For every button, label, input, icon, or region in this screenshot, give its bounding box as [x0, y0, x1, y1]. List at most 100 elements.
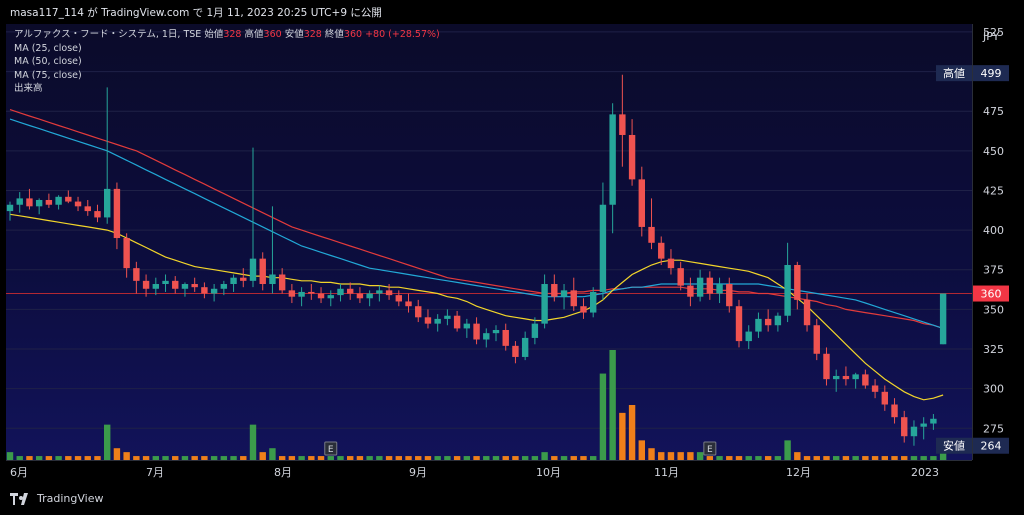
volume-bar	[735, 456, 743, 460]
candle	[794, 261, 801, 310]
candle-body	[230, 277, 237, 285]
volume-bar	[881, 456, 888, 460]
candle	[551, 274, 558, 302]
candle-body	[521, 337, 529, 357]
candle	[55, 195, 62, 210]
candle-body	[687, 285, 694, 297]
candle-body	[541, 284, 548, 324]
candle	[531, 317, 539, 345]
candle-body	[415, 306, 422, 318]
candle	[347, 282, 354, 300]
earnings-marker-label: E	[328, 445, 334, 455]
currency-label: JPY	[983, 30, 1000, 43]
volume-bar	[65, 456, 72, 460]
legend-volume[interactable]: 出来高	[14, 83, 43, 94]
candle	[833, 369, 840, 392]
candle-body	[570, 290, 577, 307]
volume-bar	[6, 452, 14, 460]
volume-bar	[716, 456, 723, 460]
volume-bar	[541, 452, 548, 460]
tradingview-brand[interactable]: TradingView	[10, 492, 103, 505]
volume-bar	[123, 452, 130, 460]
volume-bar	[570, 456, 577, 460]
candle-body	[609, 114, 616, 205]
chart-pane[interactable]: E E 高値 安値 アルファクス・フード・システム, 1日, TSE 始値328 高値…	[6, 24, 972, 460]
candle-body	[249, 258, 257, 281]
volume-bar	[45, 456, 53, 460]
legend-symbol-row: アルファクス・フード・システム, 1日, TSE 始値328 高値360 安値3…	[14, 28, 440, 42]
high-price-badge-bg	[973, 65, 1009, 82]
volume-bar	[803, 456, 811, 460]
legend-ma50[interactable]: MA (50, close)	[14, 56, 82, 67]
volume-bar	[473, 456, 480, 460]
volume-bar	[230, 456, 237, 460]
candle-body	[337, 288, 344, 296]
volume-bar	[755, 456, 762, 460]
candle	[667, 249, 675, 275]
volume-bar	[35, 456, 43, 460]
candle	[84, 199, 91, 216]
volume-bar	[278, 456, 286, 460]
candle	[385, 284, 393, 300]
price-tick-label: 400	[983, 224, 1004, 237]
price-scale[interactable]: JPY 525500475450425400375350325300275499…	[972, 24, 1024, 460]
volume-bar	[113, 448, 121, 460]
candle-body	[74, 201, 82, 207]
volume-bar	[901, 456, 908, 460]
candle-body	[104, 188, 111, 218]
volume-bar	[502, 456, 509, 460]
ma75-line	[9, 109, 944, 329]
candle	[191, 277, 198, 292]
candle	[930, 414, 937, 430]
candle-body	[26, 198, 33, 207]
candle-body	[658, 242, 665, 259]
candle-body	[842, 375, 850, 380]
volume-bar	[560, 456, 568, 460]
candle-body	[220, 284, 228, 289]
legend-ma75[interactable]: MA (75, close)	[14, 69, 82, 81]
candle	[696, 269, 704, 302]
volume-bar	[551, 456, 558, 460]
candle-body	[191, 284, 198, 288]
candle-body	[201, 287, 208, 294]
candle	[269, 206, 276, 294]
volume-bar	[871, 456, 879, 460]
volume-bar	[599, 373, 607, 460]
candle-body	[638, 179, 645, 227]
earnings-marker-label: E	[707, 445, 713, 455]
candle	[230, 274, 237, 292]
candle	[74, 196, 82, 212]
price-tick-label: 425	[983, 184, 1004, 197]
candle-body	[891, 404, 898, 418]
candle-body	[181, 284, 189, 289]
candle-body	[113, 188, 121, 239]
volume-bar	[385, 456, 393, 460]
candle	[142, 274, 150, 297]
legend-ma25[interactable]: MA (25, close)	[14, 42, 82, 54]
candle	[483, 328, 490, 348]
volume-bar	[648, 448, 655, 460]
publish-caption-bar: masa117_114 が TradingView.com で 1月 11, 2…	[0, 0, 1024, 24]
candle-body	[502, 329, 509, 346]
chart-legend: アルファクス・フード・システム, 1日, TSE 始値328 高値360 安値3…	[14, 28, 440, 96]
volume-bar	[764, 456, 772, 460]
publish-caption: masa117_114 が TradingView.com で 1月 11, 2…	[10, 7, 382, 19]
candle	[541, 274, 548, 329]
candle	[842, 366, 850, 386]
time-axis[interactable]: 6月 7月 8月 9月 10月 11月 12月 2023	[6, 460, 972, 483]
volume-bar	[415, 456, 422, 460]
candle-body	[910, 426, 918, 437]
earnings-marker: E	[703, 441, 717, 456]
candle	[434, 314, 441, 332]
low-price-badge: 264	[973, 437, 1009, 454]
volume-bar	[580, 456, 587, 460]
candle-body	[580, 306, 587, 313]
tradingview-logo-icon	[10, 492, 28, 505]
candle-body	[366, 293, 373, 299]
candle	[813, 318, 820, 361]
candle	[609, 103, 616, 234]
candle	[249, 147, 257, 288]
volume-bar	[298, 456, 305, 460]
candle-body	[444, 315, 451, 319]
candle	[939, 293, 947, 345]
